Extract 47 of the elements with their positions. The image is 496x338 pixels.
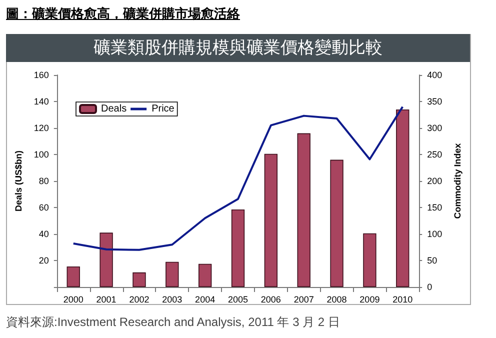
y-axis-title: Deals (US$bn) bbox=[14, 150, 24, 212]
bar bbox=[66, 266, 80, 287]
y2-tick-label: 350 bbox=[427, 96, 442, 106]
y2-tick-label: 400 bbox=[427, 70, 442, 80]
x-tick-label: 2010 bbox=[392, 294, 413, 304]
bar bbox=[231, 209, 245, 287]
x-tick-label: 2005 bbox=[228, 294, 248, 304]
bar bbox=[132, 272, 146, 287]
line-series bbox=[72, 106, 404, 251]
x-tick-label: 2000 bbox=[63, 294, 84, 304]
y2-tick-label: 150 bbox=[427, 202, 442, 212]
legend-label: Deals bbox=[101, 104, 127, 114]
y2-tick-label: 0 bbox=[427, 282, 432, 292]
x-tick-label: 2001 bbox=[96, 294, 116, 304]
bar bbox=[198, 264, 212, 287]
x-tick-label: 2006 bbox=[260, 294, 281, 304]
x-tick-label: 2008 bbox=[326, 294, 347, 304]
y2-axis-title: Commodity Index bbox=[452, 143, 462, 219]
bar bbox=[166, 262, 179, 287]
x-tick-label: 2004 bbox=[195, 294, 216, 304]
y2-tick-label: 50 bbox=[427, 256, 438, 266]
x-tick-label: 2009 bbox=[360, 294, 380, 304]
source-note: 資料來源:Investment Research and Analysis, 2011 年 3 月 2 日 bbox=[6, 314, 340, 331]
chart-title: 圖：礦業價格愈高，礦業併購市場愈活絡 bbox=[6, 6, 240, 23]
bar bbox=[330, 160, 344, 287]
y-tick-label: 100 bbox=[34, 150, 49, 160]
y-tick-label: 140 bbox=[34, 96, 49, 106]
x-tick-label: 2007 bbox=[294, 294, 314, 304]
chart-subtitle: 礦業類股併購規模與礦業價格變動比較 bbox=[6, 34, 470, 62]
y2-tick-label: 200 bbox=[427, 176, 442, 186]
y-tick-label: 160 bbox=[34, 70, 49, 80]
y-tick-label: 40 bbox=[38, 229, 49, 239]
bar bbox=[396, 109, 410, 287]
y2-tick-label: 250 bbox=[427, 150, 442, 160]
y-tick-label: 80 bbox=[38, 176, 49, 186]
y-tick-label: 20 bbox=[38, 256, 49, 266]
bar bbox=[363, 233, 376, 287]
x-tick-label: 2002 bbox=[129, 294, 150, 304]
y-tick-label: 60 bbox=[38, 202, 49, 212]
y-tick-label: 120 bbox=[34, 123, 49, 133]
y2-tick-label: 300 bbox=[427, 123, 442, 133]
legend-label: Price bbox=[152, 104, 175, 114]
x-tick-label: 2003 bbox=[162, 294, 182, 304]
bar bbox=[297, 133, 310, 287]
bar bbox=[100, 232, 113, 287]
y2-tick-label: 100 bbox=[427, 229, 442, 239]
bar bbox=[264, 154, 278, 287]
